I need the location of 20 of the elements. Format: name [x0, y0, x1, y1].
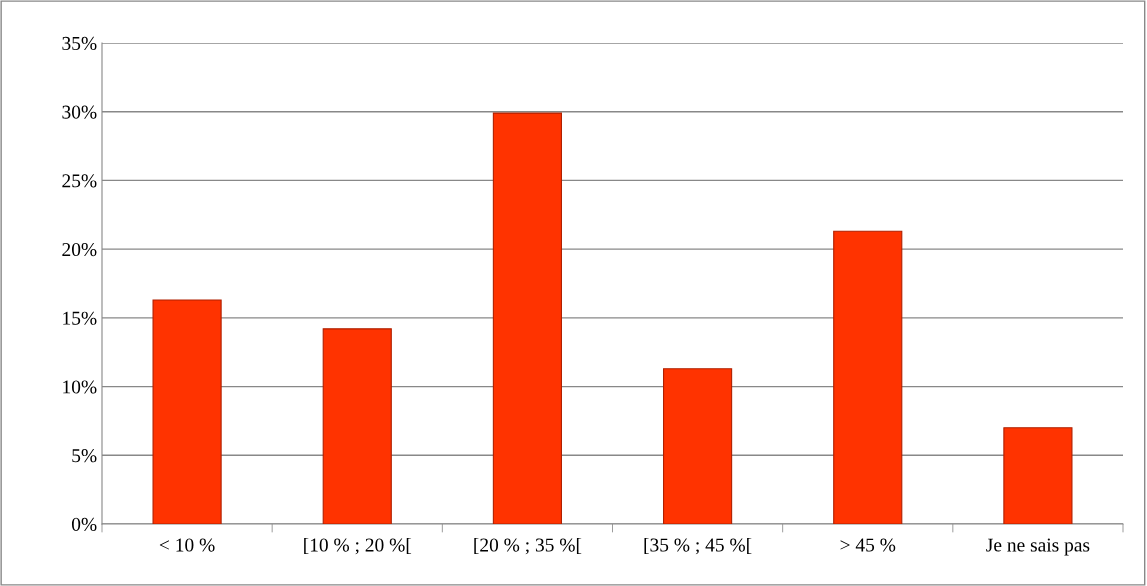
bar [662, 368, 733, 524]
bar [833, 230, 903, 524]
bar [492, 112, 563, 524]
y-tick-label: 5% [72, 449, 97, 463]
bar [322, 328, 392, 524]
x-tick-label: [20 % ; 35 %[ [474, 537, 582, 555]
bar [1003, 427, 1073, 524]
y-tick-label: 25% [62, 174, 97, 188]
x-tick-label: [10 % ; 20 %[ [304, 537, 412, 555]
x-tick-label: > 45 % [840, 538, 896, 552]
y-tick-label: 0% [71, 517, 97, 531]
x-tick-label: Je ne sais pas [986, 538, 1090, 556]
y-tick-label: 10% [63, 380, 97, 394]
y-tick-label: 35% [62, 36, 97, 50]
x-tick-label: [35 % ; 45 %[ [644, 537, 752, 555]
y-tick-label: 20% [62, 242, 97, 257]
y-tick-label: 30% [62, 105, 97, 119]
x-tick-label: < 10 % [159, 538, 215, 552]
bar [152, 299, 222, 524]
y-tick-label: 15% [63, 311, 97, 325]
